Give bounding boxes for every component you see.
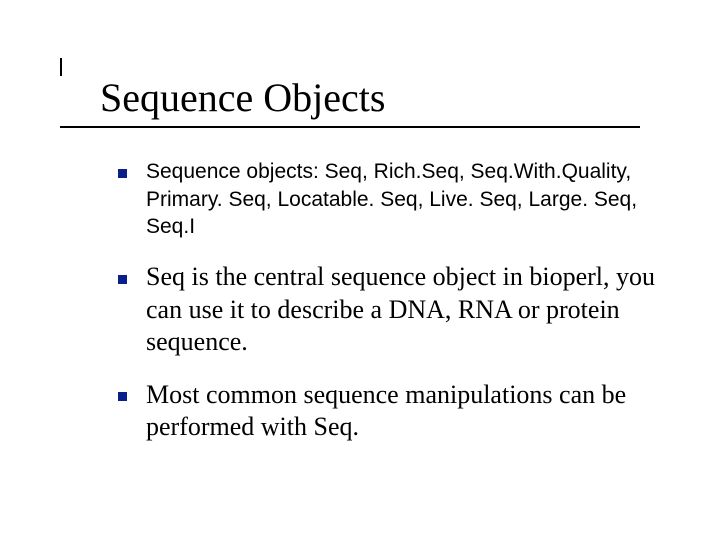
bullet-item: Seq is the central sequence object in bi… xyxy=(118,261,660,359)
bullet-item: Most common sequence manipulations can b… xyxy=(118,379,660,444)
bullet-text: Sequence objects: Seq, Rich.Seq, Seq.Wit… xyxy=(146,160,637,238)
bullet-item: Sequence objects: Seq, Rich.Seq, Seq.Wit… xyxy=(118,158,660,241)
bullet-text: Most common sequence manipulations can b… xyxy=(146,380,626,442)
slide: Sequence Objects Sequence objects: Seq, … xyxy=(0,0,720,540)
bullet-text: Seq is the central sequence object in bi… xyxy=(146,262,655,356)
slide-title: Sequence Objects xyxy=(100,76,660,120)
title-underline xyxy=(60,126,640,128)
title-tick-decoration xyxy=(60,58,62,76)
bullet-list: Sequence objects: Seq, Rich.Seq, Seq.Wit… xyxy=(100,158,660,444)
title-wrap: Sequence Objects xyxy=(100,76,660,120)
